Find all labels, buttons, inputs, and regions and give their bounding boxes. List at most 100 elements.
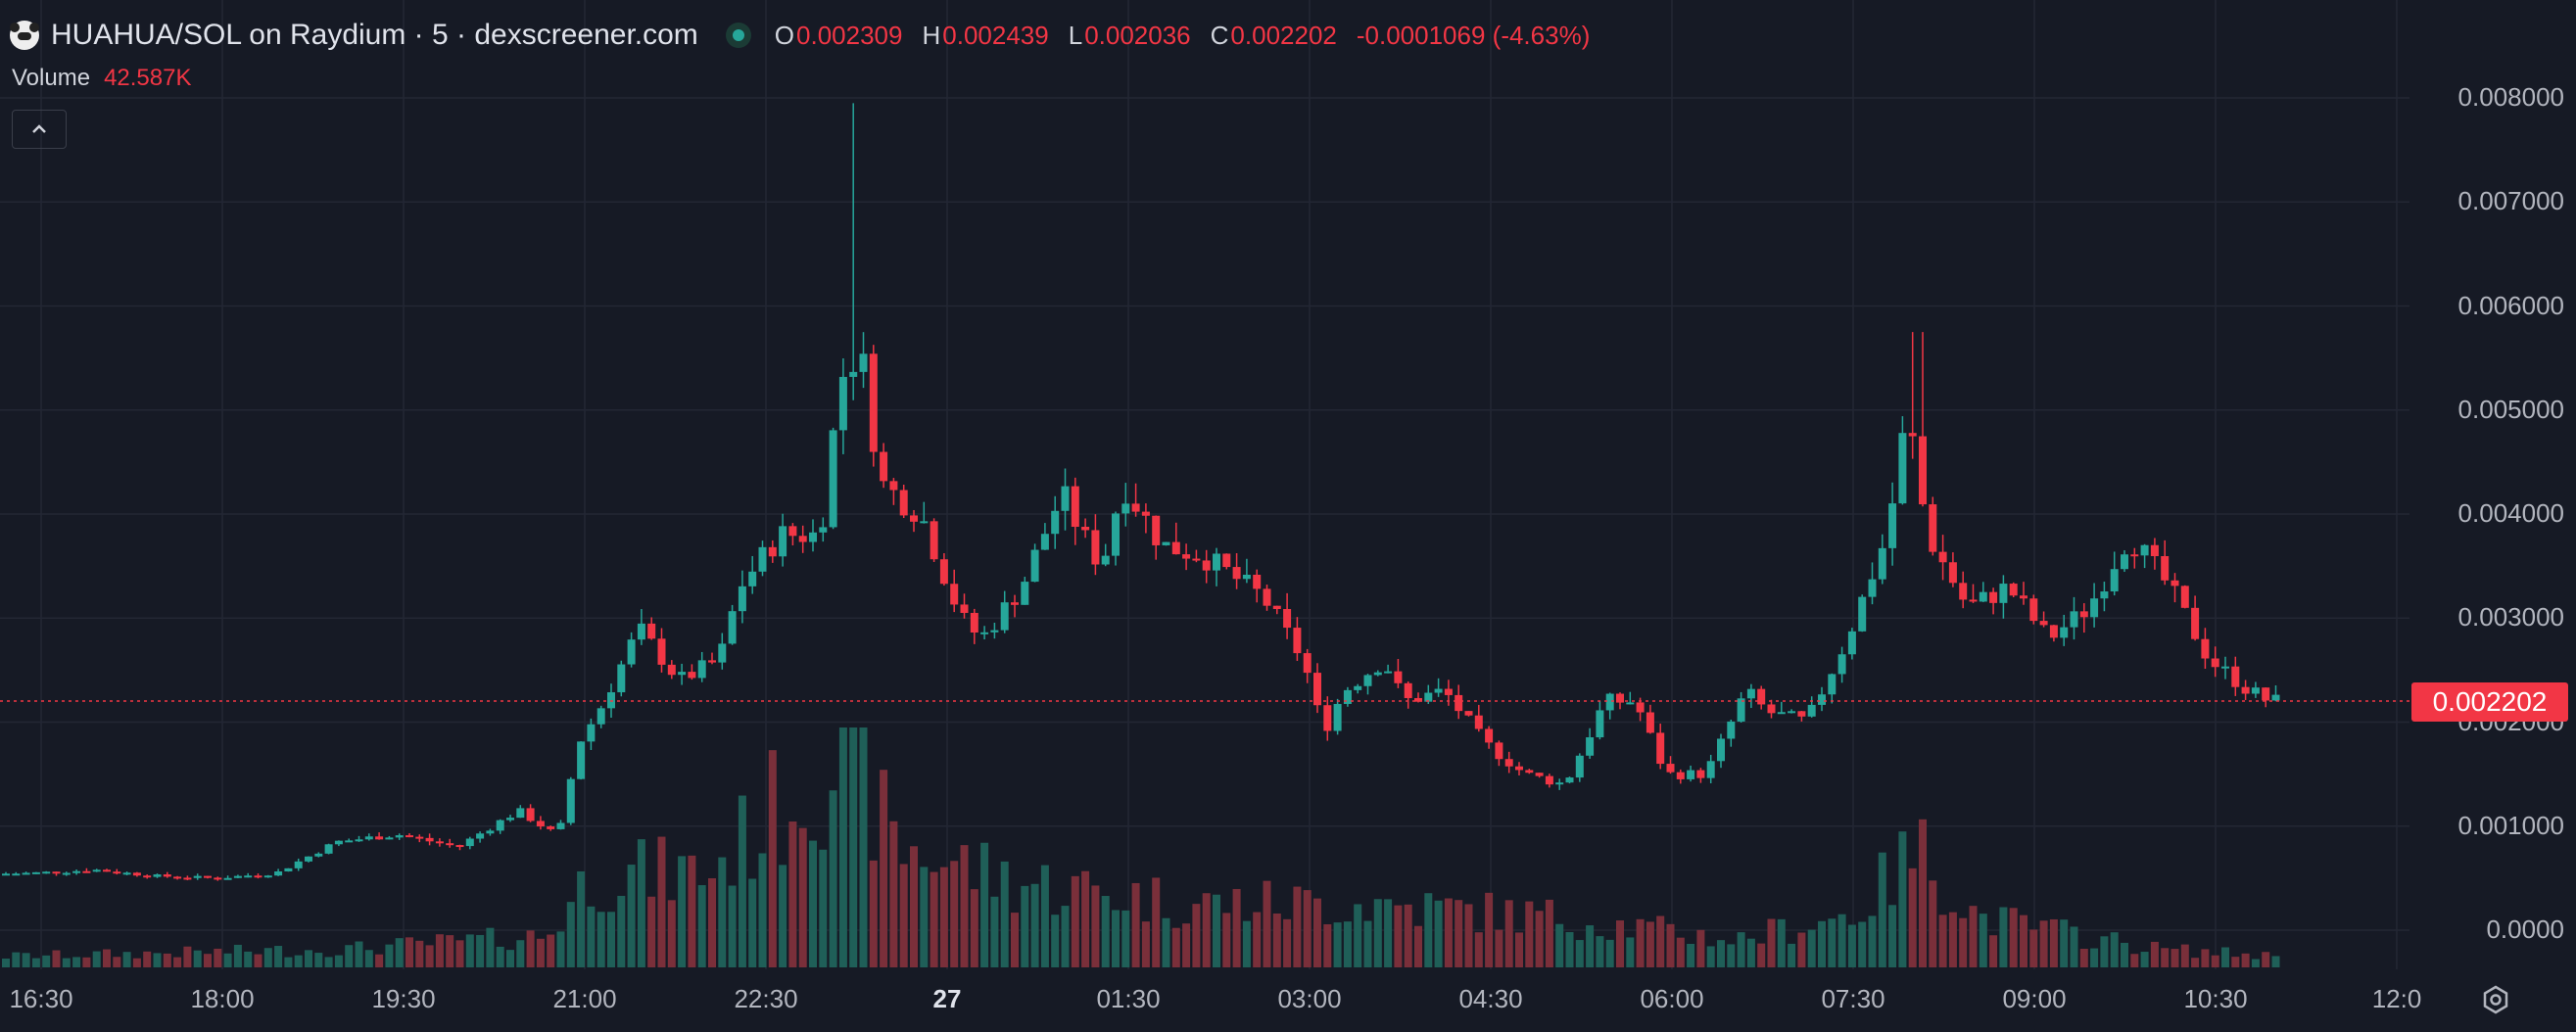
volume-bar xyxy=(2221,947,2229,967)
volume-bar xyxy=(375,954,384,967)
candle-body xyxy=(980,632,989,634)
volume-bar xyxy=(506,950,514,967)
chart-grid xyxy=(0,0,2409,969)
volume-bar xyxy=(1605,939,1614,967)
volume-bar xyxy=(1414,925,1422,967)
volume-bar xyxy=(22,953,30,967)
volume-bar xyxy=(718,857,727,967)
volume-bar xyxy=(1586,925,1595,967)
volume-bar xyxy=(1767,918,1776,967)
candle-body xyxy=(2039,621,2048,626)
candle-body xyxy=(910,515,918,522)
candle-body xyxy=(1777,712,1786,715)
open-key: O xyxy=(774,20,795,50)
y-tick-label: 0.004000 xyxy=(2457,498,2564,528)
volume-bar xyxy=(1847,924,1856,967)
candle-body xyxy=(143,875,152,878)
candle-body xyxy=(1182,554,1191,559)
candle-body xyxy=(455,845,464,848)
candle-body xyxy=(274,871,283,876)
volume-bar xyxy=(52,950,61,967)
candle-body xyxy=(2,873,10,876)
candle-body xyxy=(819,527,828,533)
volume-bar xyxy=(526,930,535,967)
volume-bar xyxy=(173,957,182,967)
candle-body xyxy=(1565,777,1574,783)
volume-bar xyxy=(364,950,373,967)
volume-bar xyxy=(92,951,101,967)
volume-bar xyxy=(2211,955,2219,967)
volume-bar xyxy=(536,938,545,967)
volume-bar xyxy=(2271,956,2280,967)
candle-body xyxy=(52,871,61,874)
candle-body xyxy=(1828,674,1837,695)
candle-body xyxy=(748,571,757,586)
volume-bar xyxy=(2009,908,2018,967)
candle-body xyxy=(667,664,676,676)
volume-bar xyxy=(657,836,666,967)
volume-bar xyxy=(697,885,706,967)
volume-bar xyxy=(2231,957,2240,967)
candle-body xyxy=(1131,503,1140,512)
candle-body xyxy=(2009,584,2018,596)
volume-bar xyxy=(305,950,312,967)
candle-body xyxy=(1030,549,1039,583)
volume-bar xyxy=(2161,948,2170,967)
volume-bar xyxy=(2060,919,2069,967)
candle-body xyxy=(939,559,948,585)
candle-body xyxy=(1696,770,1705,778)
candle-body xyxy=(103,869,111,872)
candle-body xyxy=(2029,598,2038,622)
candle-body xyxy=(1000,602,1009,631)
candle-body xyxy=(1676,772,1685,779)
volume-bar xyxy=(708,878,716,967)
volume-bar xyxy=(1303,890,1312,967)
volume-bar xyxy=(2121,942,2128,967)
candle-body xyxy=(697,660,706,679)
candle-body xyxy=(889,481,898,491)
volume-bar xyxy=(798,827,807,967)
volume-bar xyxy=(2140,952,2149,967)
candle-body xyxy=(1807,704,1816,717)
volume-bar xyxy=(910,846,918,967)
candle-body xyxy=(1464,711,1473,716)
candle-body xyxy=(2110,569,2119,592)
volume-bar xyxy=(334,955,343,967)
candle-body xyxy=(305,856,312,862)
chevron-up-icon xyxy=(32,124,46,133)
candle-body xyxy=(1737,698,1745,722)
volume-bar xyxy=(2180,944,2189,967)
candle-body xyxy=(1040,534,1049,550)
volume-bar xyxy=(1232,888,1241,967)
volume-bar xyxy=(758,853,767,967)
volume-bar xyxy=(1636,918,1645,967)
volume-bar xyxy=(1919,819,1927,967)
volume-bar xyxy=(1646,921,1654,967)
y-tick-label: 0.008000 xyxy=(2457,82,2564,112)
volume-bar xyxy=(1727,944,1736,967)
candle-body xyxy=(779,526,787,557)
candle-body xyxy=(1051,510,1060,535)
candle-body xyxy=(263,875,272,878)
volume-bar xyxy=(425,945,434,967)
candle-body xyxy=(1171,541,1180,555)
collapse-legend-button[interactable] xyxy=(12,110,67,149)
candle-body xyxy=(2241,686,2250,694)
volume-bar xyxy=(939,867,948,967)
candle-body xyxy=(2211,658,2219,668)
volume-bar xyxy=(122,952,131,967)
volume-bar xyxy=(1030,883,1039,967)
volume-bar xyxy=(244,951,253,967)
candle-body xyxy=(798,536,807,542)
y-tick-label: 0.006000 xyxy=(2457,290,2564,320)
candle-body xyxy=(1495,742,1503,760)
volume-bar xyxy=(596,912,605,967)
candle-body xyxy=(1596,710,1604,738)
candle-body xyxy=(1455,694,1463,712)
candle-body xyxy=(788,526,797,537)
volume-bar xyxy=(2100,936,2109,967)
settings-icon[interactable] xyxy=(2480,984,2511,1015)
candle-body xyxy=(678,672,687,676)
candle-body xyxy=(1656,732,1665,765)
